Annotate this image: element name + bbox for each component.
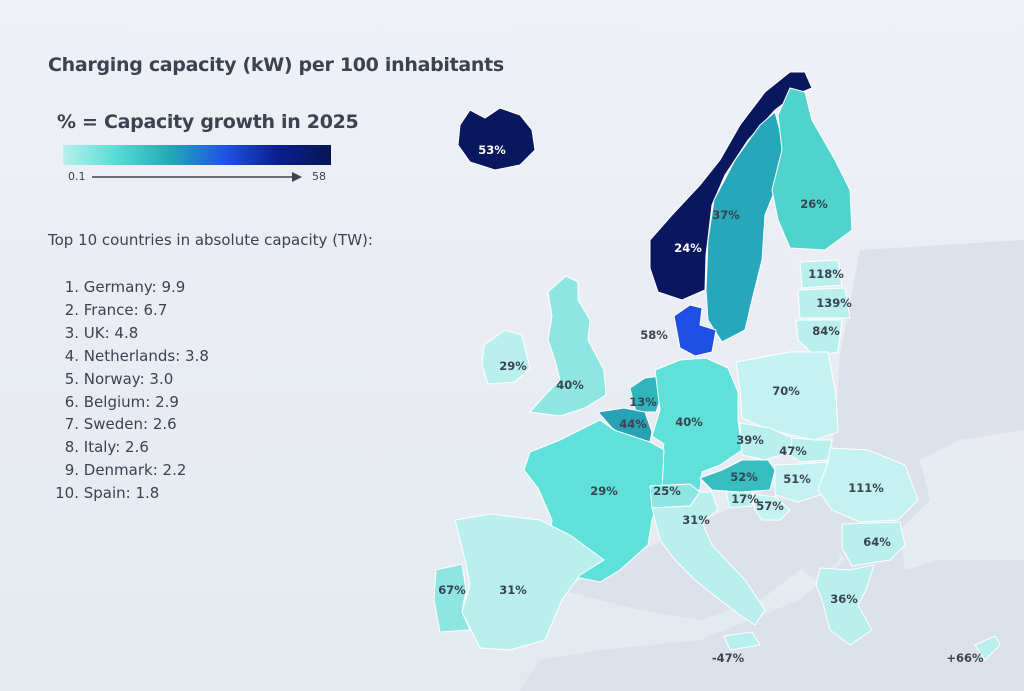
region-uk [529,275,607,417]
list-item-text: Sweden: 2.6 [79,415,177,434]
list-item-text: UK: 4.8 [79,323,139,342]
list-item-text: Netherlands: 3.8 [79,346,209,365]
list-item-number: 8. [64,438,79,457]
color-scale-bar [63,145,331,165]
region-germany [651,357,743,493]
non-member-region [520,240,1024,691]
top-list-item: 7. Sweden: 2.6 [48,413,209,436]
region-label-austria: 52% [730,470,758,484]
region-label-slovenia: 17% [731,492,759,506]
region-bulgaria [841,521,906,567]
list-item-text: France: 6.7 [79,300,168,319]
region-label-sweden: 37% [712,208,740,222]
region-label-ireland: 29% [499,359,527,373]
non-member-region [770,500,840,580]
region-label-iceland: 53% [478,143,506,157]
top-list-item: 3. UK: 4.8 [48,322,209,345]
list-item-text: Belgium: 2.9 [79,392,179,411]
region-label-france: 29% [590,484,618,498]
top-list-item: 6. Belgium: 2.9 [48,391,209,414]
region-sweden [705,111,786,343]
region-slovenia [725,491,753,509]
legend-subtitle: % = Capacity growth in 2025 [57,111,359,133]
region-label-portugal: 67% [438,583,466,597]
list-item-number: 1. [64,278,79,296]
region-label-malta: -47% [712,651,745,665]
region-italy [651,491,766,626]
region-label-norway: 24% [674,241,702,255]
region-label-poland: 70% [772,384,800,398]
list-item-text: Italy: 2.6 [79,438,149,457]
top-list-item: 1. Germany: 9.9 [48,276,209,299]
region-label-cyprus: +66% [946,651,984,665]
non-member-region [560,660,690,691]
region-label-belgium: 44% [619,417,647,431]
region-label-bulgaria: 64% [863,535,891,549]
region-hungary [774,461,829,503]
region-croatia [751,493,791,521]
region-greece [815,564,875,646]
top-list-item: 4. Netherlands: 3.8 [48,345,209,368]
region-label-italy: 31% [682,513,710,527]
region-cyprus [974,635,1001,661]
list-item-number: 7. [64,415,79,434]
region-portugal [433,563,471,633]
region-label-estonia: 118% [808,267,844,281]
list-item-text: Spain: 1.8 [79,484,160,503]
region-ireland [481,329,531,385]
region-label-romania: 111% [848,481,884,495]
scale-min-label: 0.1 [68,170,86,183]
region-label-czechia: 39% [736,433,764,447]
list-item-number: 5. [64,369,79,388]
top-countries-list: 1. Germany: 9.9 2. France: 6.7 3. UK: 4.8 4… [48,276,209,505]
list-item-text: Norway: 3.0 [79,369,174,388]
region-denmark [673,304,717,357]
region-label-hungary: 51% [783,472,811,486]
list-item-number: 6. [64,392,79,411]
region-estonia [799,259,843,289]
region-label-germany: 40% [675,415,703,429]
list-item-number: 10. [55,484,79,503]
region-label-switzerland: 25% [653,484,681,498]
region-iceland [457,107,536,171]
region-label-spain: 31% [499,583,527,597]
region-label-slovakia: 47% [779,444,807,458]
region-finland [771,87,853,251]
region-label-denmark: 58% [640,328,668,342]
list-item-number: 2. [64,300,79,319]
region-latvia [797,287,851,319]
top-list-item: 8. Italy: 2.6 [48,436,209,459]
top-list-item: 2. France: 6.7 [48,299,209,322]
list-item-number: 4. [64,346,79,365]
region-label-greece: 36% [830,592,858,606]
region-label-uk: 40% [556,378,584,392]
top-list-item: 10. Spain: 1.8 [48,482,209,505]
region-label-croatia: 57% [756,499,784,513]
list-item-text: Denmark: 2.2 [79,461,187,480]
top-list-title: Top 10 countries in absolute capacity (T… [48,231,373,249]
map-title: Charging capacity (kW) per 100 inhabitan… [48,54,504,76]
list-item-number: 3. [64,323,79,342]
region-spain [454,513,605,651]
region-label-lithuania: 84% [812,324,840,338]
list-item-text: Germany: 9.9 [79,278,186,296]
region-malta [723,631,761,651]
top-list-item: 5. Norway: 3.0 [48,368,209,391]
region-label-netherlands: 13% [629,395,657,409]
region-romania [817,447,919,523]
top-list-item: 9. Denmark: 2.2 [48,459,209,482]
region-label-finland: 26% [800,197,828,211]
region-label-latvia: 139% [816,296,852,310]
list-item-number: 9. [64,461,79,480]
arrow-right-icon [92,172,302,182]
scale-max-label: 58 [312,170,326,183]
